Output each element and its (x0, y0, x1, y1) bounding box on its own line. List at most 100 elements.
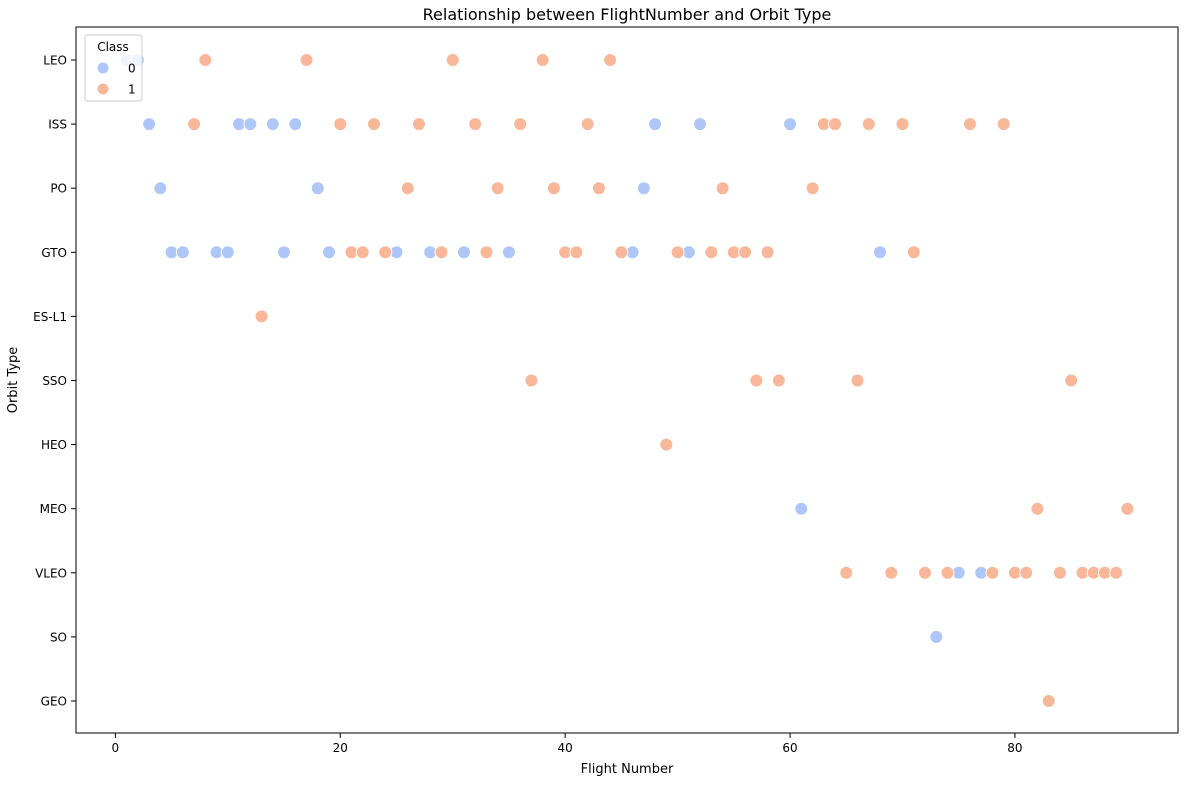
data-point (220, 245, 235, 260)
data-point (479, 245, 494, 260)
data-point (322, 245, 337, 260)
data-point (411, 117, 426, 132)
data-point (333, 117, 348, 132)
data-point (243, 117, 258, 132)
data-point (783, 117, 798, 132)
legend-title: Class (97, 40, 129, 54)
data-point (749, 373, 764, 388)
y-tick-label: HEO (41, 438, 67, 452)
data-point (839, 565, 854, 580)
legend-marker (96, 61, 110, 75)
data-point (940, 565, 955, 580)
y-tick-label: PO (50, 182, 67, 196)
data-point (614, 245, 629, 260)
data-point (906, 245, 921, 260)
y-axis-label: Orbit Type (6, 347, 21, 414)
data-point (794, 501, 809, 516)
data-point (873, 245, 888, 260)
y-tick-label: GEO (41, 695, 67, 709)
data-point (378, 245, 393, 260)
data-point (400, 181, 415, 196)
data-point (962, 117, 977, 132)
data-point (513, 117, 528, 132)
data-point (142, 117, 157, 132)
legend: Class 0 1 (84, 34, 143, 102)
data-point (648, 117, 663, 132)
data-point (501, 245, 516, 260)
y-tick-label: SSO (42, 374, 67, 388)
data-point (434, 245, 449, 260)
y-tick-label: ES-L1 (33, 310, 67, 324)
data-point (1064, 373, 1079, 388)
data-point (895, 117, 910, 132)
data-point (603, 53, 618, 67)
series-class-1 (187, 53, 1135, 708)
data-point (738, 245, 753, 260)
data-point (659, 437, 674, 452)
x-tick-label: 0 (112, 741, 120, 755)
y-axis: LEO ISS PO GTO ES-L1 SSO HEO MEO VLEO SO GEO (33, 54, 76, 709)
data-point (490, 181, 505, 196)
data-point (1041, 694, 1056, 708)
data-point (175, 245, 190, 260)
data-point (524, 373, 539, 388)
data-point (546, 181, 561, 196)
data-point (850, 373, 865, 388)
data-point (670, 245, 685, 260)
data-point (288, 117, 303, 132)
legend-marker (96, 82, 110, 96)
data-point (929, 629, 944, 644)
data-point (277, 245, 292, 260)
x-axis-label: Flight Number (581, 762, 674, 777)
x-tick-label: 60 (782, 741, 797, 755)
data-point (265, 117, 280, 132)
chart-title: Relationship between FlightNumber and Or… (423, 5, 832, 24)
legend-label: 0 (128, 62, 136, 76)
y-tick-label: ISS (48, 118, 67, 132)
data-point (198, 53, 213, 67)
y-tick-label: VLEO (35, 566, 67, 580)
data-point (355, 245, 370, 260)
data-point (1109, 565, 1124, 580)
x-axis: 0 20 40 60 80 (112, 733, 1023, 755)
x-tick-label: 80 (1007, 741, 1022, 755)
data-point (299, 53, 314, 67)
data-point (310, 181, 325, 196)
data-point (1030, 501, 1045, 516)
y-tick-label: SO (50, 630, 67, 644)
data-point (704, 245, 719, 260)
data-point (254, 309, 269, 324)
data-point (805, 181, 820, 196)
data-point (996, 117, 1011, 132)
plot-marks (119, 53, 1135, 708)
x-tick-label: 20 (333, 741, 348, 755)
data-point (366, 117, 381, 132)
data-point (591, 181, 606, 196)
x-tick-label: 40 (558, 741, 573, 755)
data-point (535, 53, 550, 67)
data-point (760, 245, 775, 260)
series-class-0 (119, 53, 989, 644)
data-point (771, 373, 786, 388)
data-point (445, 53, 460, 67)
data-point (468, 117, 483, 132)
y-tick-label: MEO (40, 502, 67, 516)
data-point (1052, 565, 1067, 580)
y-tick-label: LEO (43, 54, 67, 68)
data-point (917, 565, 932, 580)
data-point (985, 565, 1000, 580)
data-point (187, 117, 202, 132)
data-point (153, 181, 168, 196)
data-point (636, 181, 651, 196)
data-point (693, 117, 708, 132)
data-point (828, 117, 843, 132)
data-point (715, 181, 730, 196)
data-point (1120, 501, 1135, 516)
data-point (861, 117, 876, 132)
data-point (456, 245, 471, 260)
data-point (1019, 565, 1034, 580)
data-point (580, 117, 595, 132)
data-point (884, 565, 899, 580)
